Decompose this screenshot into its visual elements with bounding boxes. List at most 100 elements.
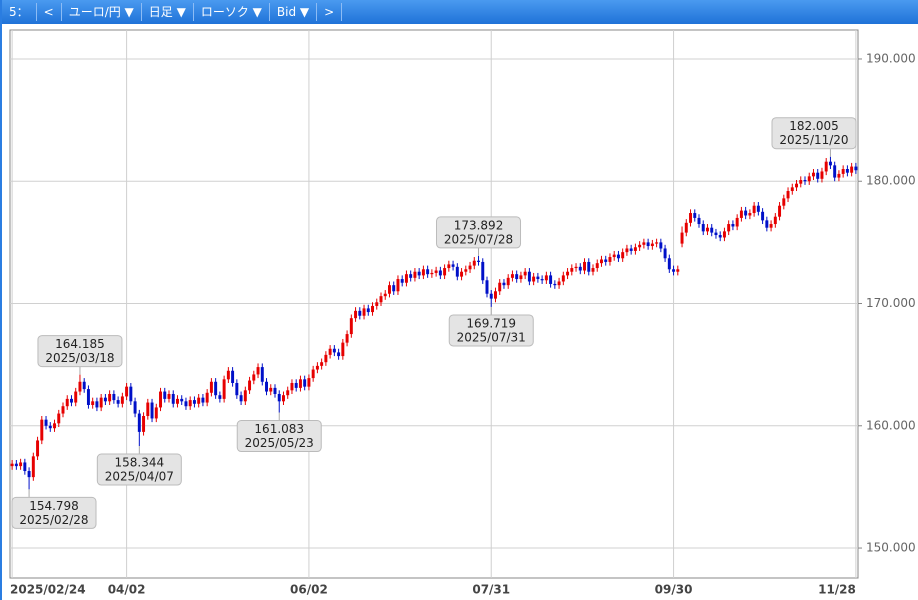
- candle-body: [426, 269, 430, 275]
- candle-body: [489, 293, 493, 299]
- toolbar-button[interactable]: <: [37, 3, 62, 21]
- candle-body: [65, 398, 69, 407]
- candle-body: [421, 269, 425, 276]
- candle-body: [587, 261, 591, 272]
- candle-body: [48, 425, 52, 429]
- candle-body: [464, 269, 468, 272]
- toolbar: 5： < ユーロ/円 ▼ 日足 ▼ ローソク ▼ Bid ▼ >: [2, 0, 918, 24]
- candle-body: [854, 166, 858, 171]
- annotation-date: 2025/03/18: [45, 351, 114, 365]
- candle-body: [375, 302, 379, 306]
- candle-body: [269, 387, 273, 392]
- candle-body: [646, 242, 650, 247]
- toolbar-button[interactable]: Bid ▼: [270, 3, 318, 21]
- candle-body: [795, 183, 799, 188]
- candle-body: [604, 259, 608, 262]
- y-tick-label: 190.000: [866, 51, 916, 65]
- annotation-value: 158.344: [115, 456, 165, 470]
- candle-body: [722, 231, 726, 238]
- annotation-value: 161.083: [254, 422, 304, 436]
- x-tick-label: 11/28: [818, 583, 856, 597]
- annotation-date: 2025/07/31: [457, 330, 526, 344]
- candle-body: [44, 419, 48, 426]
- candle-body: [773, 216, 777, 225]
- candle-body: [837, 173, 841, 178]
- candle-body: [226, 370, 230, 380]
- candle-body: [828, 161, 832, 166]
- candle-body: [472, 260, 476, 266]
- candle-body: [315, 365, 319, 370]
- candle-body: [235, 382, 239, 396]
- candle-body: [553, 283, 557, 286]
- candle-body: [116, 400, 120, 404]
- candle-body: [578, 266, 582, 271]
- candle-body: [790, 187, 794, 192]
- candle-body: [502, 282, 506, 286]
- candle-body: [655, 242, 659, 244]
- candle-body: [328, 348, 332, 355]
- candle-body: [180, 398, 184, 402]
- x-tick-label: 06/02: [290, 583, 328, 597]
- x-tick-label: 09/30: [655, 583, 693, 597]
- candle-body: [625, 248, 629, 253]
- candle-body: [129, 386, 133, 402]
- candle-body: [650, 243, 654, 247]
- toolbar-button[interactable]: ユーロ/円 ▼: [62, 3, 142, 21]
- candle-body: [99, 397, 103, 408]
- candle-body: [417, 271, 421, 276]
- annotation-date: 2025/07/28: [444, 232, 513, 246]
- candle-body: [248, 380, 252, 391]
- candle-body: [447, 264, 451, 269]
- candle-body: [252, 374, 256, 381]
- candle-body: [137, 413, 141, 432]
- toolbar-button: 5：: [2, 3, 37, 21]
- candle-body: [53, 423, 57, 429]
- candle-body: [468, 265, 472, 270]
- candle-body: [697, 217, 701, 225]
- candle-body: [727, 224, 731, 232]
- x-tick-label: 04/02: [108, 583, 146, 597]
- candle-body: [36, 440, 40, 457]
- candle-body: [150, 402, 154, 419]
- candle-body: [303, 379, 307, 387]
- candle-body: [349, 318, 353, 335]
- candle-body: [218, 395, 222, 399]
- candle-body: [544, 275, 548, 281]
- candle-body: [536, 276, 540, 280]
- candle-body: [281, 395, 285, 402]
- candle-body: [86, 389, 90, 405]
- candle-body: [265, 381, 269, 392]
- candle-body: [748, 213, 752, 216]
- candle-body: [324, 354, 328, 363]
- candle-body: [608, 257, 612, 262]
- toolbar-button[interactable]: ローソク ▼: [194, 3, 270, 21]
- candle-body: [387, 285, 391, 294]
- candle-body: [595, 263, 599, 269]
- x-tick-label: 2025/02/24: [10, 583, 86, 597]
- candle-body: [175, 398, 179, 404]
- candle-body: [807, 176, 811, 182]
- candle-body: [744, 210, 748, 216]
- candle-body: [413, 271, 417, 278]
- candle-body: [786, 191, 790, 199]
- candle-body: [689, 213, 693, 223]
- candle-body: [820, 171, 824, 179]
- candle-body: [629, 248, 633, 251]
- candle-body: [633, 247, 637, 251]
- candle-body: [638, 244, 642, 248]
- candle-body: [570, 268, 574, 272]
- y-tick-label: 160.000: [866, 418, 916, 432]
- candle-body: [561, 275, 565, 282]
- candle-body: [78, 381, 82, 392]
- candle-body: [481, 261, 485, 281]
- toolbar-button[interactable]: 日足 ▼: [142, 3, 194, 21]
- annotation-box: [96, 453, 182, 486]
- candle-body: [782, 198, 786, 206]
- toolbar-button[interactable]: >: [317, 3, 343, 21]
- candle-body: [108, 393, 112, 402]
- candle-body: [239, 395, 243, 402]
- candle-body: [332, 348, 336, 353]
- candle-body: [125, 386, 129, 397]
- candle-body: [710, 227, 714, 233]
- candle-body: [549, 275, 553, 284]
